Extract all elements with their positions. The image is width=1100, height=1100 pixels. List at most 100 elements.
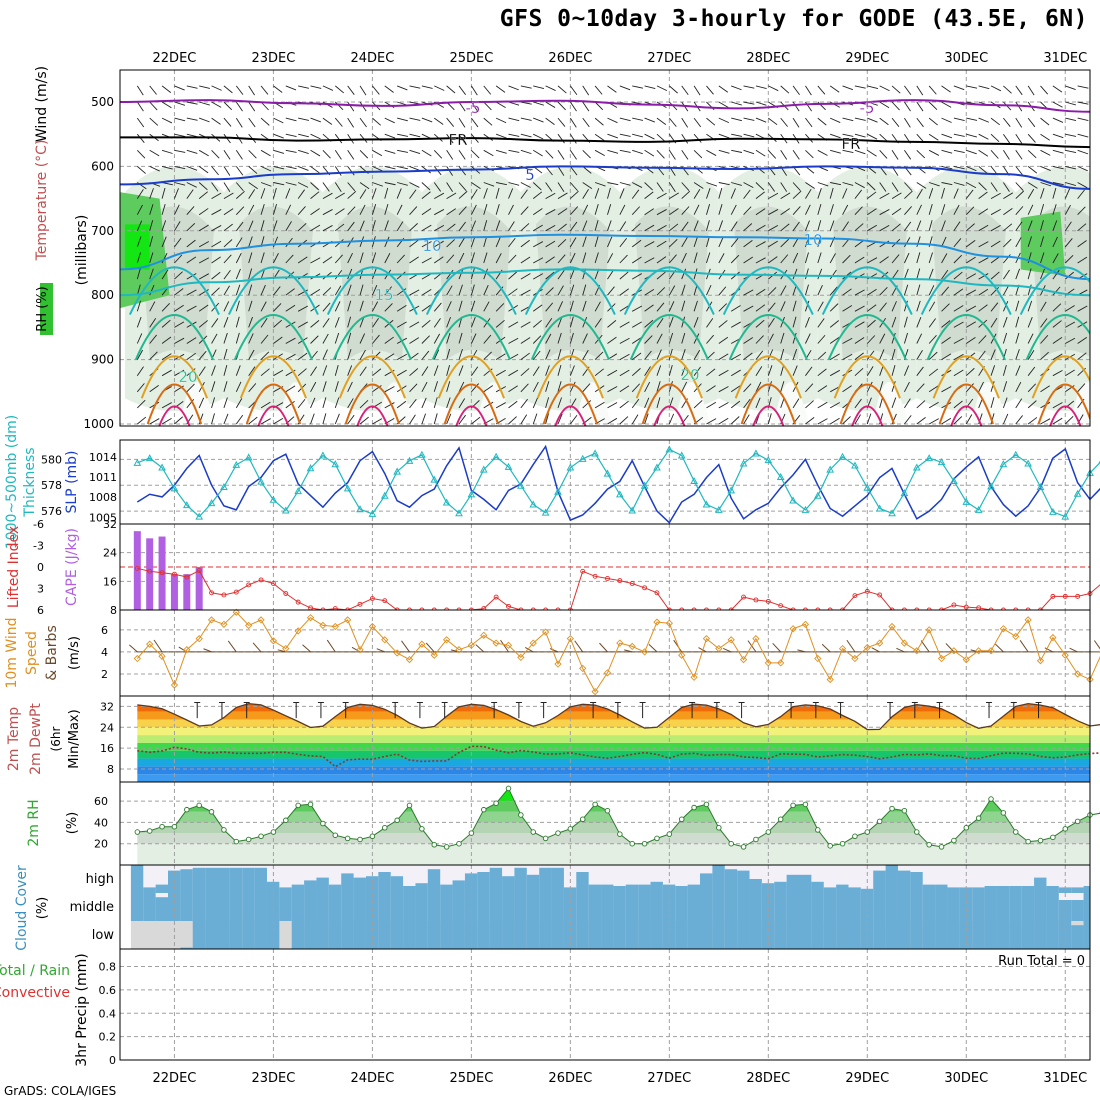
wind-barb (372, 334, 380, 344)
wind-barb (372, 368, 382, 377)
temperature-contour-diurnal (140, 355, 209, 399)
lifted-index-point (171, 571, 177, 577)
slp-point (529, 500, 538, 508)
wind-barb (656, 271, 666, 280)
cloud-cell (378, 872, 392, 893)
rh2m-point (295, 802, 301, 809)
wind-barb (780, 301, 786, 312)
cloud-cell (489, 921, 503, 949)
wind-barb (829, 320, 840, 328)
wind-barb (421, 350, 430, 360)
wind-barb (1015, 332, 1020, 344)
rh2m-point (493, 800, 499, 807)
wind-barb (668, 316, 674, 328)
wind-barb (817, 418, 828, 425)
wind-barb (891, 182, 899, 192)
wind-barb (483, 401, 494, 409)
wind-barb (186, 149, 198, 154)
wind-barb (854, 85, 866, 89)
wind-barb (582, 182, 593, 189)
wind-barb (928, 252, 933, 264)
wind-barb (1065, 305, 1075, 312)
slp-point (999, 460, 1008, 468)
lifted-index-point (592, 573, 598, 579)
wind-barb (1077, 101, 1089, 105)
wind-barb (495, 85, 506, 93)
wind-barb (891, 364, 896, 376)
wind-barb (248, 220, 254, 231)
wind-barb (669, 238, 678, 248)
wind-barb (743, 206, 752, 216)
wind-barb (607, 133, 618, 139)
wind-barb (656, 182, 664, 192)
wind-barb (904, 415, 912, 425)
wind-speed-point (789, 625, 797, 633)
wind-barb (780, 364, 785, 376)
wind-barb (644, 224, 655, 232)
wind-barb (693, 117, 702, 128)
cloud-cell (897, 921, 911, 949)
wind-barb (1052, 220, 1058, 231)
temperature-contour-diurnal (338, 355, 406, 399)
wind-barb (966, 240, 976, 248)
wind-barb (273, 286, 281, 296)
cloud-cell (712, 921, 726, 949)
wind-barb (767, 365, 773, 376)
wind-barb (248, 268, 253, 280)
wind-barb (718, 236, 724, 248)
y-axis-label: Temperature (°C) (34, 140, 50, 262)
wind-barb (1089, 406, 1090, 408)
wind-speed-point (381, 636, 389, 644)
wind-barb (359, 149, 369, 159)
wind-barb (223, 301, 230, 312)
temperature-contour-diurnal (158, 405, 191, 426)
wind-barb (706, 368, 716, 377)
wind-barb (433, 413, 438, 425)
y-tick-label: 0.8 (99, 961, 117, 974)
wind-barb (953, 369, 964, 377)
wind-barb (520, 117, 532, 121)
wind-barb (273, 149, 285, 154)
wind-barb (644, 241, 655, 248)
slp-point (269, 495, 278, 503)
wind-barb (223, 285, 230, 296)
precip-panel: 00.20.40.60.8 Run Total = 0 (99, 949, 1090, 1067)
wind-barb (730, 254, 740, 264)
y-tick-label-left: -6 (33, 518, 44, 531)
rh2m-point (171, 823, 178, 830)
wind-barb (483, 204, 488, 215)
wind-barb (978, 85, 990, 90)
cloud-cell (935, 884, 948, 893)
wind-barb (310, 381, 317, 393)
wind-speed-point (455, 646, 463, 654)
wind-barb (1027, 166, 1038, 174)
wind-barb (198, 241, 209, 248)
wind-barb (644, 397, 650, 409)
cloud-cell (625, 884, 639, 893)
rh2m-point (332, 832, 339, 838)
wind-barb (693, 133, 702, 143)
wind-barb (273, 133, 284, 139)
wind-speed-point (925, 626, 933, 634)
wind-barb (520, 398, 528, 409)
wind-barb (1002, 316, 1008, 328)
wind-speed-point (183, 646, 191, 654)
wind-barb (384, 386, 395, 393)
wind-barb (557, 208, 568, 216)
rh2m-point (320, 820, 326, 827)
wind-barb (1027, 366, 1036, 376)
wind-barb (359, 85, 367, 96)
wind-barb (1003, 269, 1010, 280)
slp-point (418, 450, 426, 458)
y-tick-label: 4 (101, 646, 108, 659)
slp-point (380, 491, 389, 499)
wind-barb (582, 220, 588, 231)
rh2m-point (233, 838, 240, 845)
wind-barb (248, 416, 258, 425)
wind-barb (928, 334, 937, 344)
slp-point (665, 445, 674, 453)
cloud-cell (180, 947, 194, 949)
wind-barb (1064, 238, 1073, 248)
wind-barb (161, 236, 167, 248)
